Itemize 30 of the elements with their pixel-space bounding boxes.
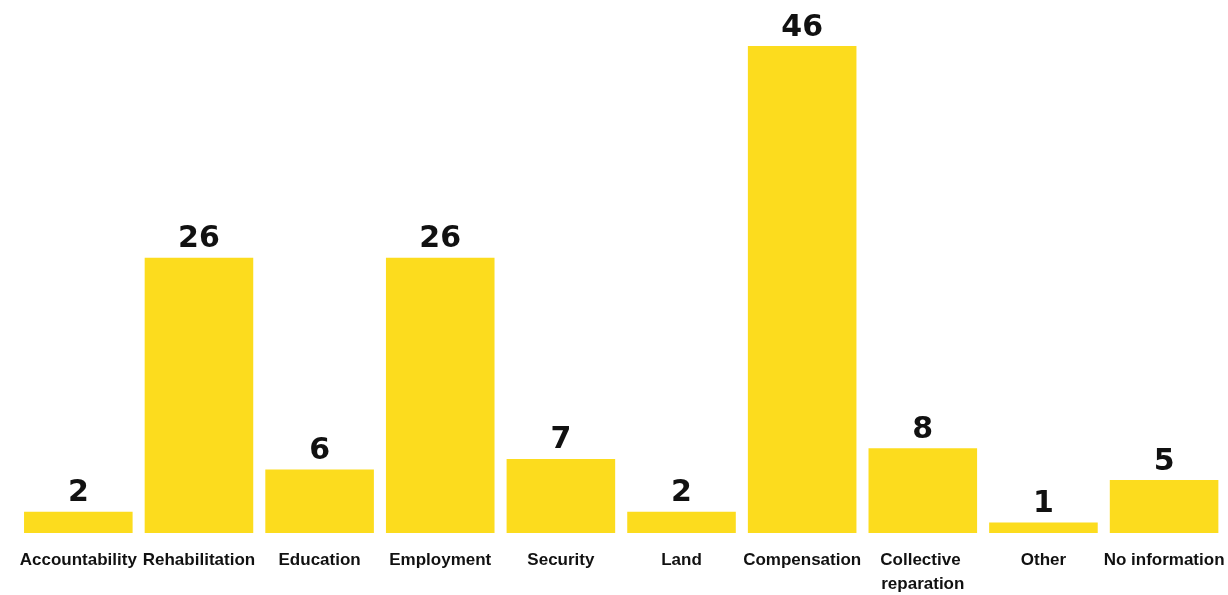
x-tick-label: Land xyxy=(661,549,702,569)
x-tick-label: Accountability xyxy=(19,549,138,569)
bar xyxy=(24,511,133,533)
data-label: 8 xyxy=(912,409,934,445)
data-label: 2 xyxy=(67,473,89,509)
x-tick-label: No information xyxy=(1103,549,1225,569)
bar xyxy=(506,458,616,533)
x-tick-label: Employment xyxy=(389,549,492,569)
x-tick-label: Education xyxy=(278,549,361,569)
data-label: 26 xyxy=(178,219,220,255)
x-tick-label: Compensation xyxy=(743,549,862,569)
x-tick-label: Rehabilitation xyxy=(142,549,256,569)
data-label: 46 xyxy=(781,7,824,43)
bar xyxy=(144,257,254,533)
bar xyxy=(1109,480,1219,533)
data-label: 2 xyxy=(671,473,692,509)
data-label: 6 xyxy=(309,430,331,466)
bar xyxy=(868,448,978,533)
bar xyxy=(627,511,736,533)
data-label: 26 xyxy=(419,219,462,255)
bar xyxy=(747,46,857,533)
x-tick-label: Collective reparation xyxy=(880,549,966,593)
data-label: 1 xyxy=(1033,483,1054,519)
bar xyxy=(989,522,1098,533)
x-tick-label: Security xyxy=(527,549,595,569)
bar xyxy=(385,257,495,533)
data-label: 5 xyxy=(1153,441,1175,477)
data-label: 7 xyxy=(550,420,572,456)
x-tick-label: Other xyxy=(1020,549,1067,569)
bar xyxy=(265,469,374,533)
